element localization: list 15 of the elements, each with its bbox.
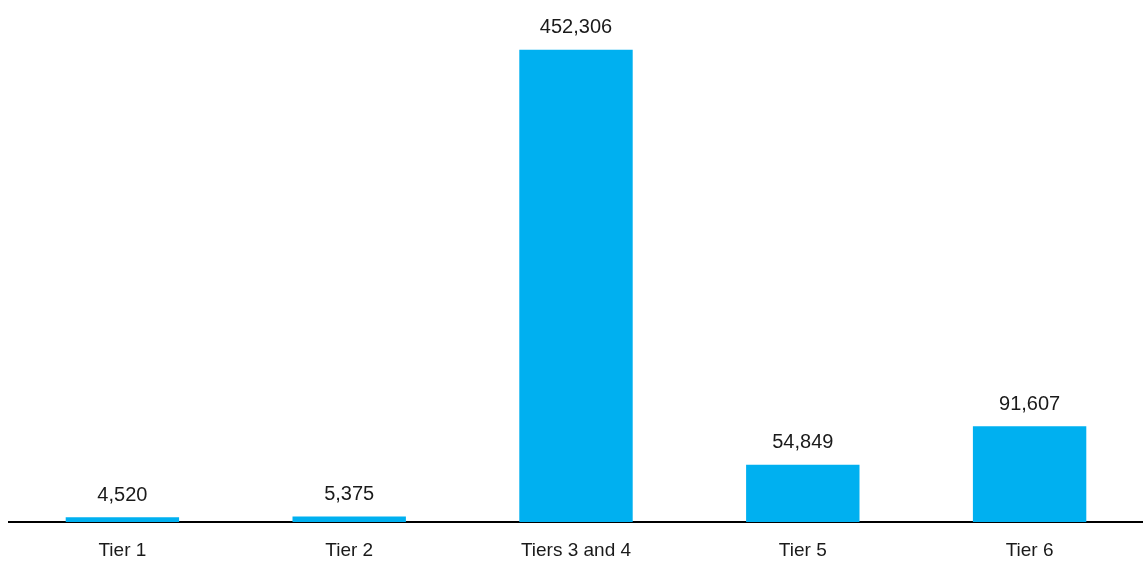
bar bbox=[746, 464, 860, 522]
x-tick-label: Tier 1 bbox=[98, 538, 147, 560]
bar bbox=[519, 49, 633, 522]
data-label: 54,849 bbox=[772, 430, 834, 453]
bar bbox=[65, 517, 180, 522]
x-tick-label: Tier 2 bbox=[325, 538, 374, 560]
data-label: 452,306 bbox=[539, 15, 613, 38]
bar bbox=[972, 426, 1087, 522]
data-label: 91,607 bbox=[999, 391, 1061, 414]
bar bbox=[292, 516, 406, 522]
x-tick-label: Tier 6 bbox=[1005, 538, 1054, 560]
x-tick-label: Tier 5 bbox=[778, 538, 827, 560]
data-label: 5,375 bbox=[324, 481, 375, 504]
x-tick-label: Tiers 3 and 4 bbox=[520, 538, 632, 560]
data-label: 4,520 bbox=[97, 482, 148, 505]
